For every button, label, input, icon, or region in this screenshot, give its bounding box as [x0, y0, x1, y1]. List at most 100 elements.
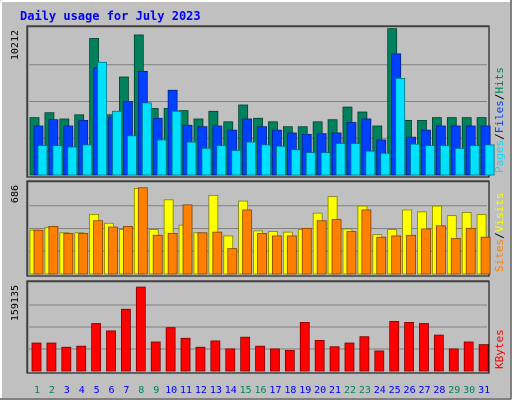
bar-pages-day-30	[469, 145, 480, 176]
bar-kbytes-day-1	[31, 342, 42, 372]
bar-kbytes-day-14	[225, 348, 236, 372]
bar-kbytes-day-27	[419, 323, 429, 372]
x-tick-day-15: 15	[240, 385, 252, 396]
bar-kbytes-day-6	[106, 330, 116, 372]
bar-sites-day-8	[137, 187, 148, 275]
legend-item-pages: Pages	[493, 140, 506, 173]
bar-pages-day-22	[350, 143, 361, 176]
legend-text: KBytes	[493, 329, 506, 369]
bar-pages-day-5	[97, 61, 108, 176]
bar-kbytes-day-29	[448, 348, 459, 372]
bar-kbytes-day-18	[284, 350, 295, 372]
bar-kbytes-day-10	[165, 327, 176, 372]
y-axis-max-label: 10212	[10, 30, 21, 60]
bar-pages-day-17	[276, 145, 286, 176]
bar-pages-day-20	[320, 152, 331, 176]
bar-kbytes-day-9	[150, 341, 161, 372]
legend-item-sites: Sites	[493, 239, 506, 272]
bar-sites-day-13	[212, 231, 223, 275]
bar-pages-day-11	[186, 141, 197, 176]
bar-sites-day-26	[406, 234, 416, 275]
bar-sites-day-15	[242, 209, 253, 275]
x-tick-day-13: 13	[210, 385, 222, 396]
bar-sites-day-21	[331, 219, 342, 275]
legend: Pages/Files/Hits	[493, 67, 506, 173]
series-kbytes	[31, 286, 489, 372]
bar-sites-day-12	[197, 232, 208, 275]
bar-pages-day-15	[246, 141, 257, 176]
bar-kbytes-day-3	[61, 346, 72, 372]
bar-pages-day-6	[112, 110, 122, 176]
x-tick-day-16: 16	[255, 385, 267, 396]
bar-kbytes-day-16	[255, 345, 265, 372]
legend-item-hits: Hits	[493, 67, 506, 94]
x-tick-day-30: 30	[463, 385, 475, 396]
bar-kbytes-day-30	[463, 341, 474, 372]
x-tick-day-1: 1	[34, 385, 40, 396]
bar-sites-day-14	[227, 248, 238, 275]
panel-visits-sites: 686 Sites/Visits	[10, 180, 506, 277]
bar-kbytes-day-5	[91, 323, 102, 372]
x-tick-day-10: 10	[165, 385, 177, 396]
bar-sites-day-2	[48, 226, 59, 275]
bar-sites-day-7	[123, 226, 133, 275]
bar-kbytes-day-20	[314, 339, 325, 372]
x-tick-day-26: 26	[404, 385, 416, 396]
bar-sites-day-16	[257, 233, 267, 275]
bar-sites-day-31	[480, 236, 491, 275]
panel-hits-files-pages: 10212 Pages/Files/Hits	[10, 25, 506, 178]
panel-kbytes: 159135 KBytes	[10, 280, 506, 374]
bar-pages-day-13	[216, 145, 227, 176]
x-tick-day-21: 21	[329, 385, 341, 396]
bar-kbytes-day-25	[389, 320, 400, 372]
legend: Sites/Visits	[493, 193, 506, 273]
bar-pages-day-29	[454, 147, 465, 176]
legend: KBytes	[493, 329, 506, 369]
bar-sites-day-24	[376, 236, 387, 275]
bar-kbytes-day-19	[299, 322, 310, 372]
x-tick-day-31: 31	[478, 385, 490, 396]
x-tick-day-9: 9	[153, 385, 159, 396]
bar-sites-day-27	[421, 228, 431, 275]
bar-pages-day-8	[141, 102, 152, 176]
bar-pages-day-21	[335, 143, 346, 176]
x-tick-day-6: 6	[109, 385, 115, 396]
bar-kbytes-day-2	[46, 342, 57, 372]
x-tick-day-25: 25	[389, 385, 401, 396]
x-axis-labels: 1 2 3 4 5 6 7 8 9 10 11 12 13 14 15 16 17 18 19 20 21 22 23 24 2…	[34, 385, 490, 396]
x-tick-day-14: 14	[225, 385, 237, 396]
legend-item-visits: Visits	[493, 193, 506, 233]
bar-pages-day-3	[67, 146, 78, 176]
bar-pages-day-4	[82, 144, 93, 176]
bar-kbytes-day-26	[404, 322, 414, 372]
x-tick-day-2: 2	[49, 385, 55, 396]
bar-pages-day-18	[290, 149, 301, 176]
legend-item-files: Files	[493, 100, 506, 133]
x-tick-day-4: 4	[79, 385, 85, 396]
bar-kbytes-day-12	[195, 346, 206, 372]
bar-sites-day-20	[316, 220, 327, 275]
bar-pages-day-19	[305, 152, 316, 176]
bar-kbytes-day-22	[344, 342, 355, 372]
bar-sites-day-29	[450, 238, 461, 275]
bar-pages-day-14	[231, 150, 242, 176]
bar-sites-day-4	[78, 233, 89, 275]
bar-kbytes-day-15	[240, 336, 251, 372]
bar-sites-day-10	[167, 233, 178, 275]
x-tick-day-24: 24	[374, 385, 386, 396]
x-tick-day-19: 19	[299, 385, 311, 396]
y-axis-max-label: 159135	[10, 285, 21, 321]
bar-kbytes-day-17	[270, 348, 280, 372]
bar-pages-day-28	[439, 145, 450, 176]
bar-pages-day-27	[425, 145, 435, 176]
bar-pages-day-25	[395, 77, 406, 176]
x-tick-day-12: 12	[195, 385, 207, 396]
x-tick-day-7: 7	[123, 385, 129, 396]
legend-separator: /	[493, 232, 506, 239]
bar-kbytes-day-24	[374, 350, 385, 372]
bar-sites-day-25	[391, 235, 402, 275]
legend-item-kbytes: KBytes	[493, 329, 506, 369]
bar-kbytes-day-28	[433, 334, 444, 372]
